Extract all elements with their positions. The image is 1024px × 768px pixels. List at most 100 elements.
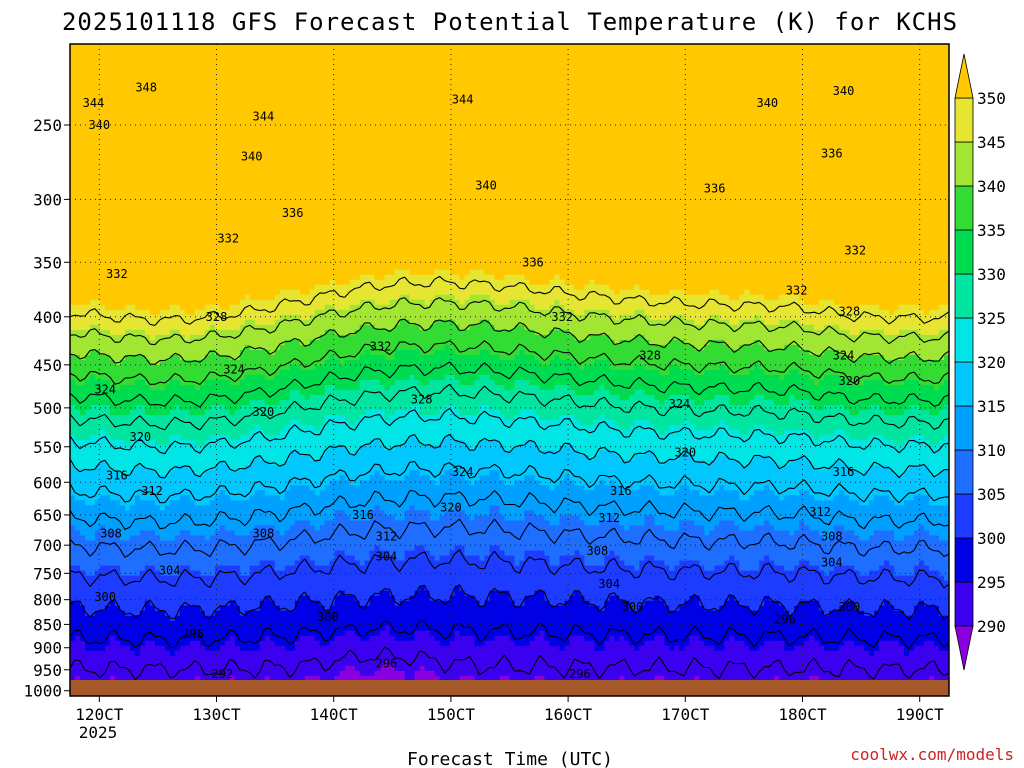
fill-cell bbox=[395, 184, 401, 190]
fill-cell bbox=[310, 94, 316, 100]
fill-cell bbox=[370, 174, 376, 180]
fill-cell bbox=[285, 129, 291, 135]
fill-cell bbox=[220, 74, 226, 80]
fill-cell bbox=[819, 169, 825, 175]
fill-cell bbox=[260, 64, 266, 70]
fill-cell bbox=[559, 139, 565, 145]
fill-cell bbox=[215, 79, 221, 85]
fill-cell bbox=[849, 164, 855, 170]
fill-cell bbox=[125, 154, 131, 160]
fill-cell bbox=[644, 134, 650, 140]
fill-cell bbox=[594, 144, 600, 150]
fill-cell bbox=[225, 144, 231, 150]
fill-cell bbox=[904, 159, 910, 165]
fill-cell bbox=[245, 119, 251, 125]
fill-cell bbox=[934, 154, 940, 160]
fill-cell bbox=[779, 79, 785, 85]
fill-cell bbox=[519, 59, 525, 65]
fill-cell bbox=[195, 69, 201, 75]
fill-cell bbox=[879, 89, 885, 95]
fill-cell bbox=[574, 174, 580, 180]
fill-cell bbox=[460, 144, 466, 150]
fill-cell bbox=[559, 64, 565, 70]
fill-cell bbox=[175, 119, 181, 125]
fill-cell bbox=[704, 69, 710, 75]
fill-cell bbox=[549, 129, 555, 135]
fill-cell bbox=[285, 54, 291, 60]
fill-cell bbox=[629, 144, 635, 150]
fill-cell bbox=[245, 174, 251, 180]
fill-cell bbox=[599, 149, 605, 155]
fill-cell bbox=[674, 54, 680, 60]
fill-cell bbox=[864, 84, 870, 90]
fill-cell bbox=[300, 94, 306, 100]
fill-cell bbox=[839, 74, 845, 80]
fill-cell bbox=[285, 169, 291, 175]
fill-cell bbox=[644, 99, 650, 105]
fill-cell bbox=[879, 54, 885, 60]
fill-cell bbox=[175, 44, 181, 50]
fill-cell bbox=[75, 89, 81, 95]
fill-cell bbox=[539, 99, 545, 105]
fill-cell bbox=[529, 64, 535, 70]
fill-cell bbox=[340, 89, 346, 95]
fill-cell bbox=[325, 79, 331, 85]
fill-cell bbox=[285, 159, 291, 165]
fill-cell bbox=[799, 169, 805, 175]
fill-cell bbox=[105, 159, 111, 165]
fill-cell bbox=[704, 129, 710, 135]
fill-cell bbox=[460, 149, 466, 155]
fill-cell bbox=[125, 44, 131, 50]
fill-cell bbox=[120, 139, 126, 145]
fill-cell bbox=[135, 134, 141, 140]
fill-cell bbox=[415, 59, 421, 65]
fill-cell bbox=[345, 79, 351, 85]
fill-cell bbox=[609, 129, 615, 135]
fill-cell bbox=[380, 129, 386, 135]
fill-cell bbox=[914, 139, 920, 145]
fill-cell bbox=[584, 129, 590, 135]
fill-cell bbox=[644, 139, 650, 145]
fill-cell bbox=[619, 69, 625, 75]
fill-cell bbox=[435, 99, 441, 105]
fill-cell bbox=[500, 174, 506, 180]
fill-cell bbox=[115, 134, 121, 140]
fill-cell bbox=[639, 134, 645, 140]
fill-cell bbox=[854, 69, 860, 75]
fill-cell bbox=[794, 164, 800, 170]
fill-cell bbox=[649, 64, 655, 70]
fill-cell bbox=[325, 114, 331, 120]
fill-cell bbox=[879, 149, 885, 155]
fill-cell bbox=[849, 109, 855, 115]
fill-cell bbox=[739, 94, 745, 100]
fill-cell bbox=[739, 154, 745, 160]
fill-cell bbox=[789, 139, 795, 145]
fill-cell bbox=[385, 104, 391, 110]
fill-cell bbox=[709, 94, 715, 100]
fill-cell bbox=[75, 94, 81, 100]
fill-cell bbox=[739, 54, 745, 60]
fill-cell bbox=[809, 89, 815, 95]
fill-cell bbox=[854, 74, 860, 80]
fill-cell bbox=[485, 144, 491, 150]
fill-cell bbox=[200, 184, 206, 190]
fill-cell bbox=[170, 114, 176, 120]
fill-cell bbox=[594, 104, 600, 110]
fill-cell bbox=[519, 114, 525, 120]
fill-cell bbox=[899, 59, 905, 65]
fill-cell bbox=[430, 64, 436, 70]
fill-cell bbox=[739, 79, 745, 85]
fill-cell bbox=[500, 179, 506, 185]
fill-cell bbox=[844, 64, 850, 70]
fill-cell bbox=[624, 134, 630, 140]
fill-cell bbox=[844, 154, 850, 160]
fill-cell bbox=[445, 179, 451, 185]
fill-cell bbox=[140, 49, 146, 55]
fill-cell bbox=[335, 144, 341, 150]
fill-cell bbox=[534, 49, 540, 55]
fill-cell bbox=[609, 104, 615, 110]
fill-cell bbox=[549, 109, 555, 115]
fill-cell bbox=[240, 84, 246, 90]
fill-cell bbox=[554, 109, 560, 115]
fill-cell bbox=[689, 159, 695, 165]
